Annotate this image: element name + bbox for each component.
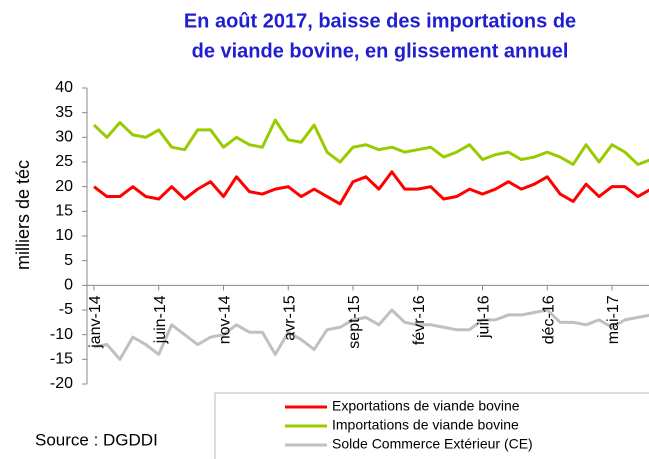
y-tick-label: 30 (55, 129, 73, 146)
y-tick-label: -20 (50, 375, 73, 392)
chart-title: En août 2017, baisse des importations de (184, 10, 576, 32)
y-tick-label: -15 (50, 351, 73, 368)
y-tick-label: 25 (55, 153, 73, 170)
legend-label: Solde Commerce Extérieur (CE) (332, 436, 533, 452)
legend-label: Exportations de viande bovine (332, 398, 520, 414)
series-line (93, 170, 649, 206)
y-tick-label: 5 (64, 252, 73, 269)
x-tick-label: mai-17 (605, 295, 622, 344)
y-tick-label: 20 (55, 178, 73, 195)
y-tick-label: 10 (55, 227, 73, 244)
source: Source : DGDDI (35, 430, 158, 449)
y-tick-label: -10 (50, 326, 73, 343)
y-tick-label: 35 (55, 104, 73, 121)
y-tick-label: 15 (55, 203, 73, 220)
y-tick-label: -5 (59, 301, 73, 318)
y-tick-label: 40 (55, 79, 73, 96)
x-tick-label: juin-14 (152, 295, 169, 344)
x-tick-label: avr-15 (281, 295, 298, 340)
x-tick-label: déc-16 (540, 295, 557, 344)
x-tick-label: juil-16 (476, 295, 493, 339)
legend-label: Importations de viande bovine (332, 417, 519, 433)
x-tick-label: nov-14 (217, 295, 234, 344)
x-tick-label: sept-15 (346, 295, 363, 348)
series-line (93, 308, 649, 361)
chart-title: de viande bovine, en glissement annuel (192, 40, 569, 62)
y-axis-title: milliers de téc (13, 160, 33, 270)
x-tick-label: janv-14 (87, 295, 104, 349)
series-line (92, 118, 649, 166)
y-tick-label: 0 (64, 277, 73, 294)
x-tick-label: févr-16 (411, 295, 428, 345)
